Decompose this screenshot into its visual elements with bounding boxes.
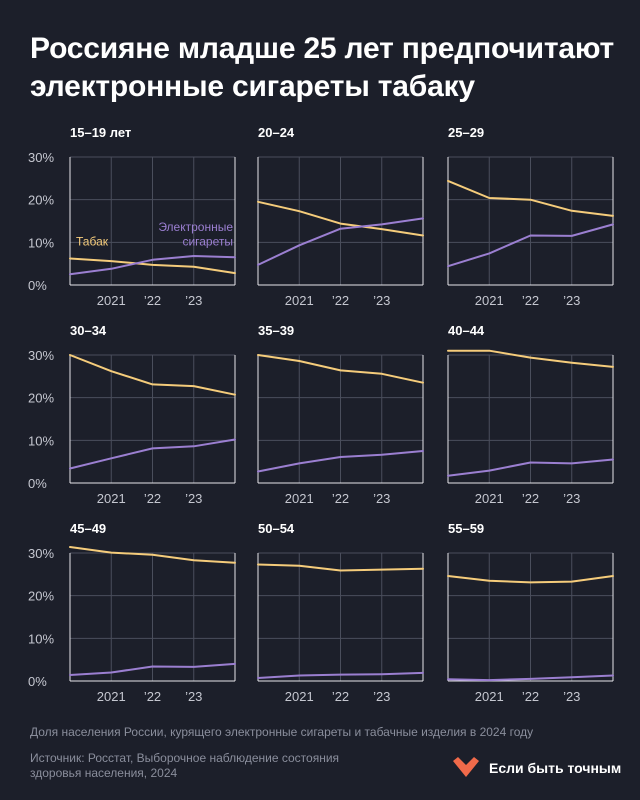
y-tick-label: 20% [28,193,54,208]
tobacco-series-line [69,257,236,275]
brand-name: Если быть точным [489,760,622,776]
x-tick-label: 2021 [475,491,504,506]
x-tick-label: 2021 [475,689,504,704]
x-tick-label: ’22 [522,689,539,704]
y-tick-label: 0% [28,674,47,689]
tobacco-series-line [257,563,424,572]
panel-label: 45–49 [70,521,106,536]
x-tick-label: ’22 [332,293,349,308]
ecig-series-line [69,662,236,676]
footnote: Доля населения России, курящего электрон… [30,725,534,739]
y-tick-label: 10% [28,631,54,646]
ecig-series-line [447,223,614,268]
y-tick-label: 10% [28,235,54,250]
y-tick-label: 30% [28,546,54,561]
chart-title-line2: электронные сигареты табаку [30,70,475,103]
x-tick-label: 2021 [285,293,314,308]
x-tick-label: ’22 [332,689,349,704]
legend-ecig-line1: Электронные [158,220,233,234]
x-tick-label: ’22 [522,293,539,308]
panel-label: 50–54 [258,521,295,536]
x-tick-label: ’23 [185,689,202,704]
panel-label: 30–34 [70,323,107,338]
brand: Если быть точным [452,757,621,779]
source-line1: Источник: Росстат, Выборочное наблюдение… [30,751,340,765]
panel-label: 20–24 [258,125,295,140]
source-line2: здоровья населения, 2024 [30,766,178,780]
tobacco-series-line [447,575,614,584]
x-tick-label: 2021 [285,689,314,704]
ecig-series-line [257,450,424,473]
source-note: Источник: Росстат, Выборочное наблюдение… [30,751,370,781]
panel-label: 35–39 [258,323,294,338]
x-tick-label: 2021 [475,293,504,308]
x-tick-label: 2021 [97,491,126,506]
y-tick-label: 20% [28,589,54,604]
x-tick-label: 2021 [285,491,314,506]
tobacco-series-line [69,546,236,564]
tobacco-series-line [447,179,614,217]
y-tick-label: 20% [28,391,54,406]
chart-title: Россияне младше 25 лет предпочитают элек… [30,30,630,106]
x-tick-label: ’23 [563,689,580,704]
x-tick-label: 2021 [97,293,126,308]
ecig-series-line [69,255,236,276]
panel-label: 40–44 [448,323,485,338]
tobacco-series-line [447,349,614,368]
x-tick-label: ’23 [373,293,390,308]
ecig-series-line [447,458,614,477]
x-tick-label: ’23 [373,689,390,704]
y-tick-label: 10% [28,433,54,448]
y-tick-label: 0% [28,278,47,293]
x-tick-label: ’23 [563,293,580,308]
tobacco-series-line [257,354,424,384]
panel-label: 55–59 [448,521,484,536]
x-tick-label: ’22 [332,491,349,506]
ecig-series-line [447,674,614,682]
tobacco-series-line [69,354,236,396]
panel-label: 15–19 лет [70,125,131,140]
brand-logo-icon [453,757,479,777]
y-tick-label: 30% [28,150,54,165]
ecig-series-line [257,671,424,679]
x-tick-label: ’23 [373,491,390,506]
panel-label: 25–29 [448,125,484,140]
x-tick-label: ’22 [144,293,161,308]
legend-tobacco: Табак [76,235,109,249]
x-tick-label: ’22 [522,491,539,506]
ecig-series-line [257,217,424,266]
x-tick-label: ’23 [185,293,202,308]
x-tick-label: ’23 [185,491,202,506]
chart-title-line1: Россияне младше 25 лет предпочитают [30,32,615,65]
x-tick-label: ’23 [563,491,580,506]
x-tick-label: 2021 [97,689,126,704]
x-tick-label: ’22 [144,491,161,506]
ecig-series-line [69,438,236,470]
legend-ecig-line2: сигареты [182,235,233,249]
y-tick-label: 0% [28,476,47,491]
tobacco-series-line [257,200,424,237]
y-tick-label: 30% [28,348,54,363]
x-tick-label: ’22 [144,689,161,704]
